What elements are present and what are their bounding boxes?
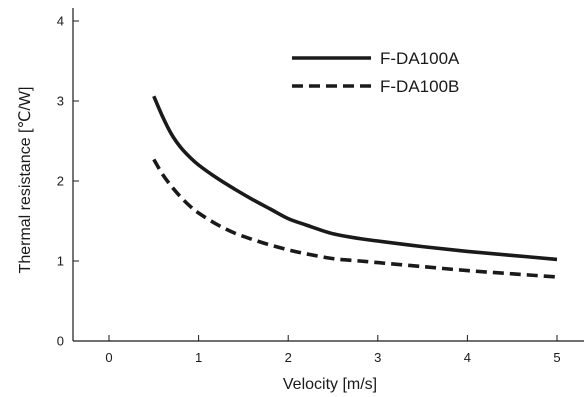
x-tick-label: 5	[553, 350, 560, 365]
y-axis-ticks: 0 1 2 3 4	[57, 14, 79, 349]
x-axis-ticks: 0 1 2 3 4 5	[105, 335, 561, 365]
x-tick-label: 1	[195, 350, 202, 365]
legend: F-DA100A F-DA100B	[292, 49, 460, 96]
x-tick-label: 0	[105, 350, 112, 365]
y-tick-label: 2	[57, 174, 64, 189]
legend-label-f-da100a: F-DA100A	[380, 49, 460, 68]
y-tick-label: 1	[57, 254, 64, 269]
y-tick-label: 4	[57, 14, 64, 29]
x-tick-label: 3	[374, 350, 381, 365]
y-tick-label: 3	[57, 94, 64, 109]
plot-frame	[72, 8, 584, 342]
x-axis-label: Velocity [m/s]	[283, 376, 377, 393]
y-tick-label: 0	[57, 334, 64, 349]
series-line-f-da100a	[152, 95, 558, 262]
legend-label-f-da100b: F-DA100B	[380, 77, 459, 96]
x-tick-label: 2	[285, 350, 292, 365]
x-tick-label: 4	[464, 350, 471, 365]
y-axis-label: Thermal resistance [℃/W]	[17, 87, 34, 274]
series-layer	[152, 95, 558, 279]
